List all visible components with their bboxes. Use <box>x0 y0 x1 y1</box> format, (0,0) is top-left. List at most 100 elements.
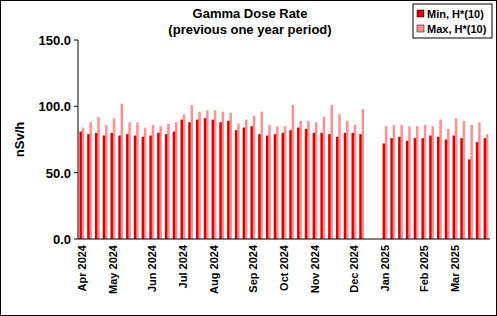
chart: Gamma Dose Rate(previous one year period… <box>0 0 497 316</box>
y-tick-label: 50.0 <box>46 166 71 181</box>
bar <box>344 133 346 239</box>
bar <box>188 122 190 239</box>
bar <box>175 122 177 239</box>
bar <box>206 110 208 239</box>
bar <box>315 122 317 239</box>
y-tick <box>74 106 78 107</box>
title: Gamma Dose Rate <box>193 6 308 21</box>
bar <box>400 125 402 239</box>
bar <box>196 120 198 239</box>
bar <box>180 120 182 239</box>
bar <box>134 136 136 239</box>
bar <box>268 125 270 239</box>
y-tick-label: 0.0 <box>53 232 71 247</box>
bar <box>250 126 252 239</box>
bar <box>351 133 353 239</box>
legend-swatch <box>417 10 424 17</box>
bar <box>165 134 167 239</box>
bar <box>445 140 447 240</box>
bar <box>157 133 159 239</box>
bar <box>105 125 107 239</box>
bar <box>383 143 385 239</box>
bar <box>346 121 348 239</box>
x-tick-label: Sep 2024 <box>247 244 259 293</box>
bar <box>87 134 89 239</box>
bar <box>237 124 239 239</box>
y-tick-label: 100.0 <box>38 99 71 114</box>
bar <box>258 134 260 239</box>
y-tick-label: 150.0 <box>38 33 71 48</box>
bar <box>398 137 400 239</box>
bar <box>282 133 284 239</box>
x-tick-label: Nov 2024 <box>309 244 321 293</box>
bar <box>82 128 84 239</box>
bar <box>90 122 92 239</box>
bar <box>204 118 206 239</box>
bar <box>408 126 410 239</box>
x-tick-label: May 2024 <box>107 244 119 294</box>
bar <box>468 159 470 239</box>
x-tick-label: Jul 2024 <box>177 244 189 288</box>
bar <box>362 109 364 239</box>
bar <box>152 125 154 239</box>
bar <box>214 110 216 239</box>
bar <box>229 113 231 239</box>
bar <box>227 121 229 239</box>
legend-swatch <box>417 25 424 32</box>
bar <box>212 120 214 239</box>
bar <box>95 133 97 239</box>
bar <box>274 134 276 239</box>
bar <box>284 126 286 239</box>
bar <box>183 114 185 239</box>
bar <box>390 138 392 239</box>
bar <box>292 105 294 239</box>
bar <box>144 128 146 239</box>
chart-border <box>1 1 497 316</box>
bar <box>110 133 112 239</box>
bar <box>470 125 472 239</box>
bar <box>336 137 338 239</box>
bar <box>393 125 395 239</box>
bar <box>307 121 309 239</box>
bar <box>484 138 486 239</box>
y-axis-label: nSv/h <box>12 122 27 157</box>
bar <box>478 122 480 239</box>
bar <box>460 138 462 239</box>
bar <box>299 121 301 239</box>
legend-label: Min, H*(10) <box>427 8 484 20</box>
bar <box>406 141 408 239</box>
y-tick <box>74 172 78 173</box>
bar <box>113 118 115 239</box>
bar <box>463 121 465 239</box>
y-axis <box>78 40 79 239</box>
x-tick-label: Mar 2025 <box>449 245 461 292</box>
bar <box>97 117 99 239</box>
legend-label: Max, H*(10) <box>427 23 487 35</box>
bar <box>424 125 426 239</box>
bar <box>118 136 120 239</box>
x-tick-label: Apr 2024 <box>76 244 88 291</box>
bar <box>79 132 81 239</box>
bar <box>320 133 322 239</box>
x-tick-label: Feb 2025 <box>418 245 430 292</box>
bar <box>149 136 151 239</box>
bar <box>243 128 245 239</box>
bar <box>253 116 255 239</box>
bar <box>385 126 387 239</box>
x-tick-label: Jan 2025 <box>379 245 391 291</box>
bar <box>266 136 268 239</box>
x-axis <box>78 239 490 240</box>
bar <box>414 138 416 239</box>
bar <box>439 120 441 239</box>
bar <box>453 136 455 239</box>
bar <box>167 124 169 239</box>
bar <box>323 117 325 239</box>
bar <box>313 133 315 239</box>
bar <box>126 134 128 239</box>
bar <box>338 114 340 239</box>
bar <box>103 136 105 239</box>
bar <box>416 126 418 239</box>
bar <box>121 104 123 239</box>
bar <box>432 126 434 239</box>
bar <box>486 134 488 239</box>
